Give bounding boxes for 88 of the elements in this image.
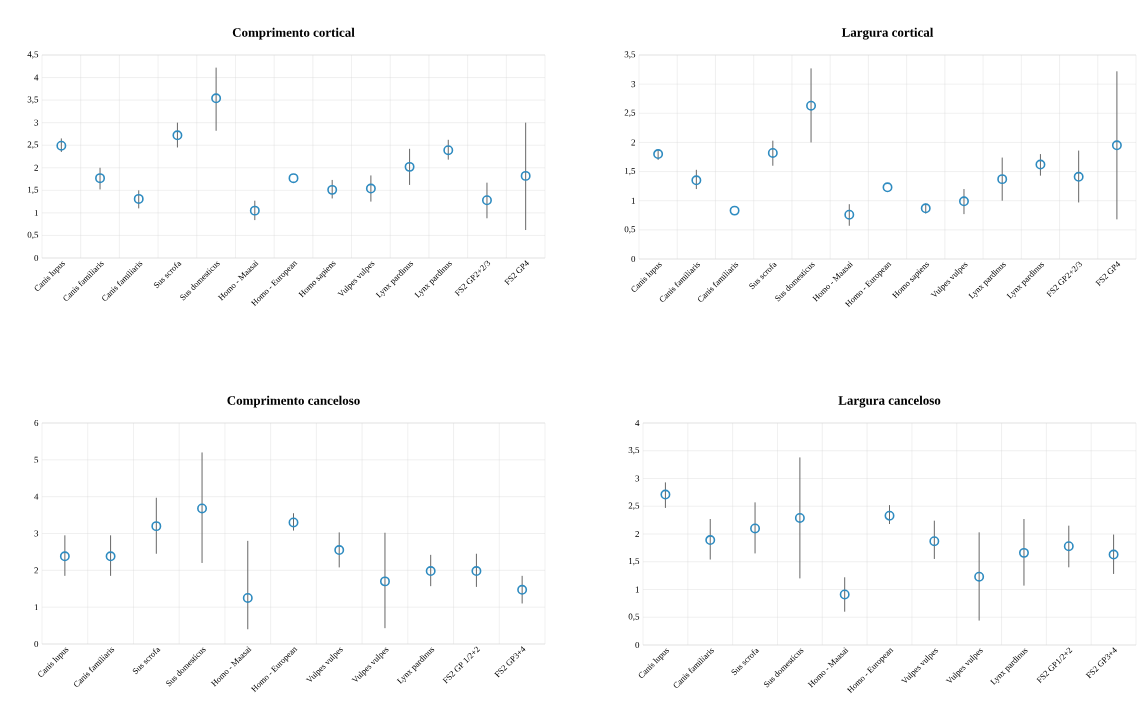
y-tick-label: 0,5 xyxy=(624,226,636,234)
point xyxy=(920,203,931,214)
point xyxy=(974,571,985,582)
point xyxy=(425,566,436,577)
y-tick-label: 2 xyxy=(635,531,639,537)
point xyxy=(729,205,740,216)
point xyxy=(379,576,390,587)
point xyxy=(327,184,338,195)
y-tick-label: 6 xyxy=(34,419,39,427)
point xyxy=(242,592,253,603)
point xyxy=(1063,541,1074,552)
y-tick-label: 2,5 xyxy=(27,141,39,149)
point xyxy=(151,521,162,532)
point xyxy=(1035,159,1046,170)
point xyxy=(59,551,70,562)
y-tick-label: 1,5 xyxy=(28,186,39,194)
point xyxy=(365,183,376,194)
y-tick-label: 0 xyxy=(635,641,640,649)
point xyxy=(172,130,183,141)
point xyxy=(997,174,1008,185)
y-tick-label: 1 xyxy=(34,604,38,611)
chart-title: Largura cortical xyxy=(841,27,934,40)
y-tick-label: 3 xyxy=(34,530,39,537)
y-tick-label: 0,5 xyxy=(27,231,39,240)
y-tick-label: 1 xyxy=(34,209,38,216)
point xyxy=(471,566,482,577)
chart-title: Comprimento cortical xyxy=(232,27,355,40)
point xyxy=(197,503,208,514)
point xyxy=(249,205,260,216)
y-tick-label: 4 xyxy=(635,420,640,426)
y-tick-label: 1,5 xyxy=(629,558,640,566)
point xyxy=(882,182,893,193)
point xyxy=(481,195,492,206)
y-tick-label: 2 xyxy=(34,567,38,574)
y-tick-label: 1,5 xyxy=(625,167,636,176)
point xyxy=(705,535,716,546)
y-tick-label: 3,5 xyxy=(27,96,39,104)
y-tick-label: 4,5 xyxy=(27,51,39,59)
y-tick-label: 0 xyxy=(34,640,39,648)
x-tick-label: FS2 GP4 xyxy=(1095,261,1121,287)
point xyxy=(750,523,761,534)
y-tick-label: 2 xyxy=(34,164,38,171)
point xyxy=(443,145,454,156)
point xyxy=(520,170,531,181)
y-tick-label: 0 xyxy=(631,255,636,263)
chart-title: Comprimento canceloso xyxy=(227,395,360,408)
y-tick-label: 4 xyxy=(34,74,39,81)
point xyxy=(133,193,144,204)
point xyxy=(288,517,299,528)
point xyxy=(1111,140,1122,151)
y-tick-label: 1 xyxy=(635,586,639,593)
point xyxy=(517,584,528,595)
y-tick-label: 2,5 xyxy=(628,502,640,510)
point xyxy=(404,161,415,172)
point xyxy=(1108,549,1119,560)
point xyxy=(794,512,805,523)
y-tick-label: 2,5 xyxy=(624,109,636,117)
point xyxy=(806,100,817,111)
point xyxy=(884,510,895,521)
y-tick-label: 2 xyxy=(631,139,635,146)
y-tick-label: 3,5 xyxy=(624,51,636,59)
point xyxy=(844,209,855,220)
y-tick-label: 3,5 xyxy=(628,447,640,455)
point xyxy=(1018,547,1029,558)
y-tick-label: 4 xyxy=(34,493,39,500)
point xyxy=(653,149,664,160)
point xyxy=(660,489,671,500)
point xyxy=(691,175,702,186)
chart-title: Largura canceloso xyxy=(838,395,941,408)
y-tick-label: 3 xyxy=(631,81,636,88)
point xyxy=(56,140,67,151)
y-tick-label: 0 xyxy=(34,254,39,262)
y-tick-label: 0,5 xyxy=(628,613,640,621)
point xyxy=(1073,171,1084,182)
y-tick-label: 3 xyxy=(635,475,640,482)
point xyxy=(929,536,940,547)
point xyxy=(839,589,850,600)
point xyxy=(958,196,969,207)
point xyxy=(105,551,116,562)
point xyxy=(288,173,299,184)
point xyxy=(334,545,345,556)
y-tick-label: 1 xyxy=(631,197,635,204)
x-tick-label: FS2 GP4 xyxy=(504,260,529,286)
y-tick-label: 3 xyxy=(34,119,39,126)
point xyxy=(211,93,222,104)
y-tick-label: 5 xyxy=(34,456,39,463)
point xyxy=(95,173,106,184)
point xyxy=(767,147,778,158)
